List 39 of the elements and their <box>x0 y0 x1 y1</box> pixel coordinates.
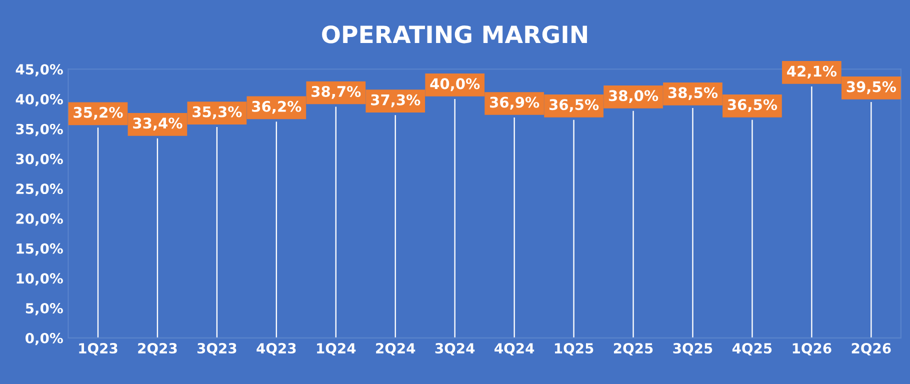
data-label: 36,9% <box>490 96 540 110</box>
y-tick-label: 25,0% <box>16 184 63 196</box>
y-tick-label: 45,0% <box>16 64 63 76</box>
x-tick-label: 1Q25 <box>554 343 594 356</box>
data-label: 36,5% <box>549 99 599 112</box>
y-tick-label: 15,0% <box>16 243 63 256</box>
x-tick-label: 3Q24 <box>435 343 475 356</box>
x-tick-label: 3Q25 <box>673 343 712 356</box>
y-tick-label: 5,0% <box>26 303 63 316</box>
y-tick-label: 10,0% <box>16 273 63 286</box>
data-label: 36,5% <box>728 99 778 112</box>
x-tick-label: 2Q25 <box>614 343 653 356</box>
y-tick-label: 35,0% <box>16 124 63 136</box>
x-tick-label: 1Q24 <box>317 343 356 356</box>
x-tick-label: 4Q24 <box>494 343 534 356</box>
x-tick-label: 4Q23 <box>256 343 296 356</box>
x-tick-label: 3Q23 <box>197 343 236 356</box>
x-tick-label: 2Q26 <box>852 343 891 356</box>
chart-title: OPERATING MARGIN <box>322 25 587 44</box>
x-tick-label: 1Q26 <box>792 343 832 356</box>
data-label: 39,5% <box>846 81 896 94</box>
y-tick-label: 0,0% <box>26 332 63 346</box>
data-label: 35,3% <box>192 106 242 120</box>
data-label: 33,4% <box>133 118 182 131</box>
y-tick-label: 40,0% <box>16 94 63 106</box>
data-label: 36,2% <box>252 100 302 114</box>
data-label: 38,0% <box>608 90 658 104</box>
data-label: 35,2% <box>74 106 123 120</box>
data-label: 38,5% <box>668 87 718 100</box>
x-tick-label: 1Q23 <box>79 343 118 356</box>
y-tick-label: 20,0% <box>16 213 63 226</box>
data-label: 40,0% <box>430 78 480 92</box>
data-label: 42,1% <box>787 66 837 79</box>
x-tick-label: 4Q25 <box>732 343 772 356</box>
data-label: 38,7% <box>312 86 361 99</box>
x-tick-label: 2Q24 <box>376 343 416 356</box>
data-label: 37,3% <box>371 94 420 108</box>
y-tick-label: 30,0% <box>16 154 63 166</box>
x-tick-label: 2Q23 <box>138 343 177 356</box>
